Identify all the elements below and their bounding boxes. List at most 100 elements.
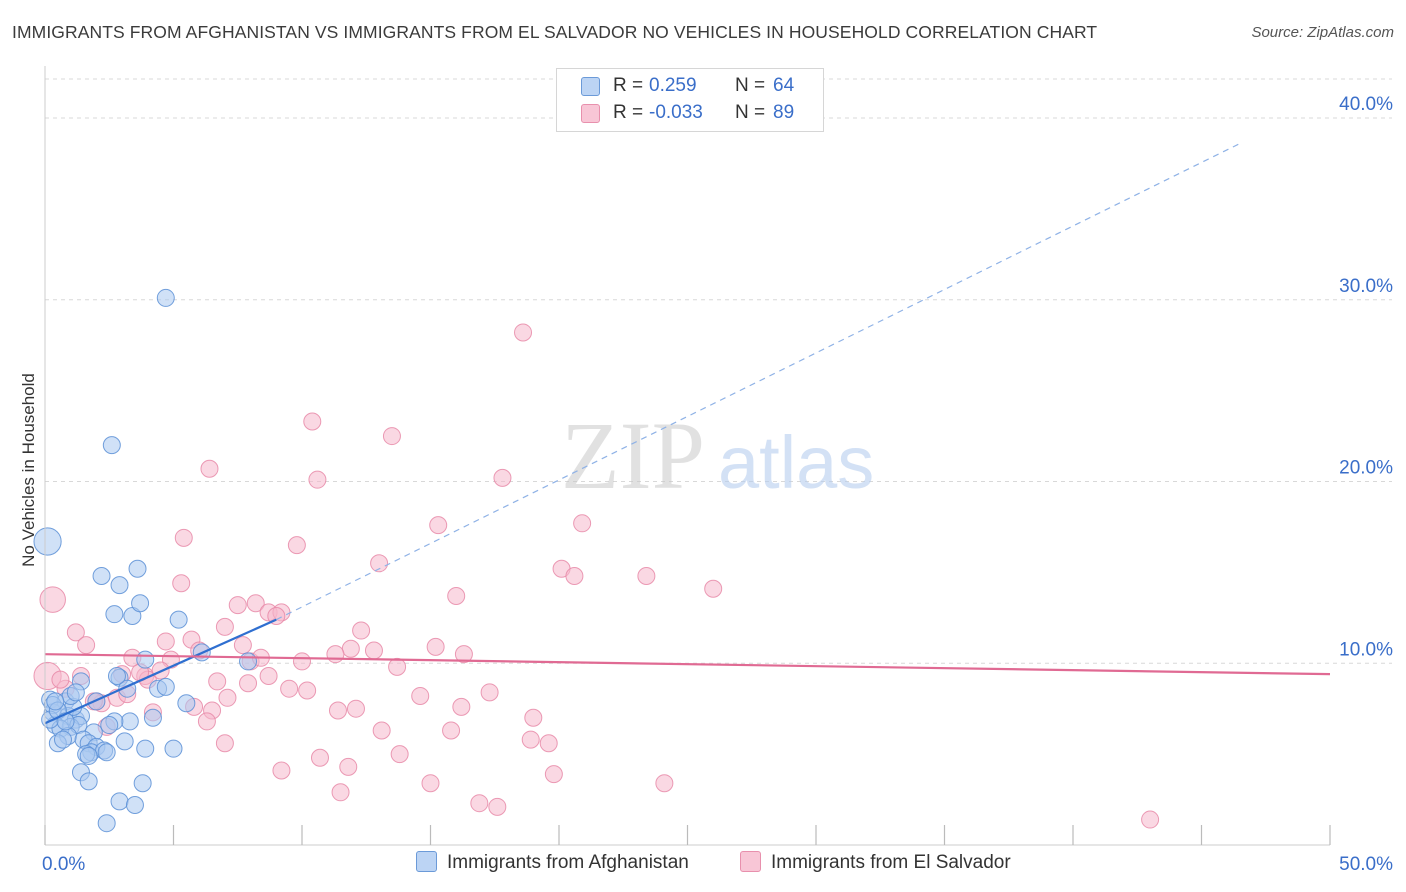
afghanistan-point bbox=[136, 650, 155, 669]
afghanistan-point bbox=[169, 610, 188, 629]
afghanistan-point bbox=[56, 712, 75, 731]
el-salvador-point bbox=[156, 632, 175, 651]
afghanistan-point bbox=[87, 692, 106, 711]
el-salvador-point bbox=[239, 674, 258, 693]
afghanistan-point bbox=[177, 694, 196, 713]
y-tick-label: 20.0% bbox=[1339, 458, 1393, 479]
afghanistan-point bbox=[133, 774, 152, 793]
el-salvador-point bbox=[421, 774, 440, 793]
el-salvador-point bbox=[293, 652, 311, 671]
legend-r-value: 0.259 bbox=[649, 75, 697, 96]
el-salvador-point bbox=[287, 536, 306, 555]
afghanistan-point bbox=[136, 739, 155, 758]
el-salvador-point bbox=[539, 734, 558, 753]
legend-n-label: N = bbox=[735, 75, 766, 96]
correlation-legend: R = 0.259 N = 64 R = -0.033 N = 89 bbox=[556, 68, 824, 132]
el-salvador-point bbox=[429, 516, 448, 535]
afghanistan-point bbox=[97, 743, 116, 762]
el-salvador-point bbox=[66, 623, 85, 642]
trend-lines bbox=[44, 142, 1331, 725]
el-salvador-point bbox=[331, 783, 350, 802]
el-salvador-point bbox=[228, 596, 247, 615]
afghanistan-point bbox=[105, 605, 124, 624]
el-salvador-point bbox=[197, 712, 216, 731]
afghanistan-point bbox=[156, 288, 175, 307]
afghanistan-point bbox=[97, 814, 116, 833]
afghanistan-point bbox=[33, 527, 62, 556]
el-salvador-point bbox=[382, 427, 401, 446]
afghanistan-point bbox=[46, 692, 65, 711]
afghanistan-point bbox=[110, 576, 129, 595]
el-salvador-point bbox=[524, 708, 543, 727]
el-salvador-point bbox=[215, 734, 234, 753]
afghanistan-point bbox=[92, 567, 111, 586]
el-salvador-point bbox=[174, 528, 193, 547]
axes: 10.0% 20.0% 30.0% 40.0% 0.0% 50.0% bbox=[42, 66, 1393, 875]
x-tick-label: 0.0% bbox=[42, 854, 85, 875]
afghanistan-point bbox=[79, 746, 98, 765]
el-salvador-point bbox=[521, 730, 540, 749]
afghanistan-point bbox=[66, 683, 85, 702]
el-salvador-point bbox=[364, 641, 383, 660]
el-salvador-point bbox=[573, 514, 592, 533]
el-salvador-point bbox=[704, 579, 723, 598]
watermark-atlas: atlas bbox=[718, 421, 874, 504]
watermark: ZIP atlas bbox=[561, 402, 874, 509]
afghanistan-point bbox=[131, 594, 150, 613]
bottom-legend-swatch-blue bbox=[416, 851, 437, 872]
el-salvador-point bbox=[51, 670, 70, 689]
el-salvador-point bbox=[298, 681, 317, 700]
el-salvador-point bbox=[655, 774, 674, 793]
afghanistan-point bbox=[156, 677, 175, 696]
afghanistan-point bbox=[102, 436, 121, 455]
el-salvador-point bbox=[272, 761, 291, 780]
el-salvador-point bbox=[77, 636, 96, 655]
el-salvador-point bbox=[339, 757, 358, 776]
legend-r-value: -0.033 bbox=[649, 102, 703, 123]
afghanistan-point bbox=[107, 666, 126, 685]
afghanistan-point bbox=[100, 716, 119, 735]
el-salvador-point bbox=[442, 721, 461, 740]
el-salvador-trend-line bbox=[44, 653, 1331, 676]
el-salvador-point bbox=[452, 697, 471, 716]
afghanistan-point bbox=[79, 772, 98, 791]
y-tick-label: 30.0% bbox=[1339, 276, 1393, 297]
afghanistan-point bbox=[239, 652, 258, 671]
bottom-legend-swatch-pink bbox=[740, 851, 761, 872]
el-salvador-point bbox=[200, 459, 219, 478]
el-salvador-point bbox=[308, 470, 327, 489]
el-salvador-point bbox=[280, 679, 299, 698]
el-salvador-point bbox=[328, 701, 347, 720]
bottom-legend-afghanistan: Immigrants from Afghanistan bbox=[416, 851, 689, 874]
el-salvador-point bbox=[1141, 810, 1160, 829]
afghanistan-point bbox=[128, 559, 147, 578]
el-salvador-point bbox=[370, 554, 389, 573]
el-salvador-point bbox=[390, 745, 409, 764]
afghanistan-point bbox=[143, 708, 162, 727]
el-salvador-point bbox=[544, 765, 563, 784]
el-salvador-point bbox=[488, 797, 507, 816]
el-salvador-point bbox=[218, 688, 237, 707]
el-salvador-point bbox=[233, 636, 252, 655]
el-salvador-point bbox=[39, 586, 66, 613]
el-salvador-point bbox=[447, 587, 466, 606]
el-salvador-point bbox=[514, 323, 533, 342]
afghanistan-point bbox=[110, 792, 129, 811]
afghanistan-point bbox=[120, 712, 139, 731]
el-salvador-point bbox=[565, 567, 584, 586]
el-salvador-point bbox=[172, 574, 191, 593]
bottom-legend-el-salvador: Immigrants from El Salvador bbox=[740, 851, 1011, 874]
y-tick-label: 10.0% bbox=[1339, 639, 1393, 660]
el-salvador-point bbox=[215, 617, 234, 636]
grid-layer bbox=[45, 78, 1392, 664]
el-salvador-point bbox=[341, 639, 360, 658]
el-salvador-point bbox=[493, 468, 512, 487]
afghanistan-trend-extension bbox=[276, 142, 1241, 621]
el-salvador-point bbox=[326, 645, 345, 664]
el-salvador-point bbox=[310, 748, 329, 767]
el-salvador-point bbox=[303, 412, 322, 431]
afghanistan-point bbox=[125, 796, 144, 815]
legend-r-label: R = bbox=[613, 75, 644, 96]
legend-swatch-pink bbox=[581, 104, 600, 123]
